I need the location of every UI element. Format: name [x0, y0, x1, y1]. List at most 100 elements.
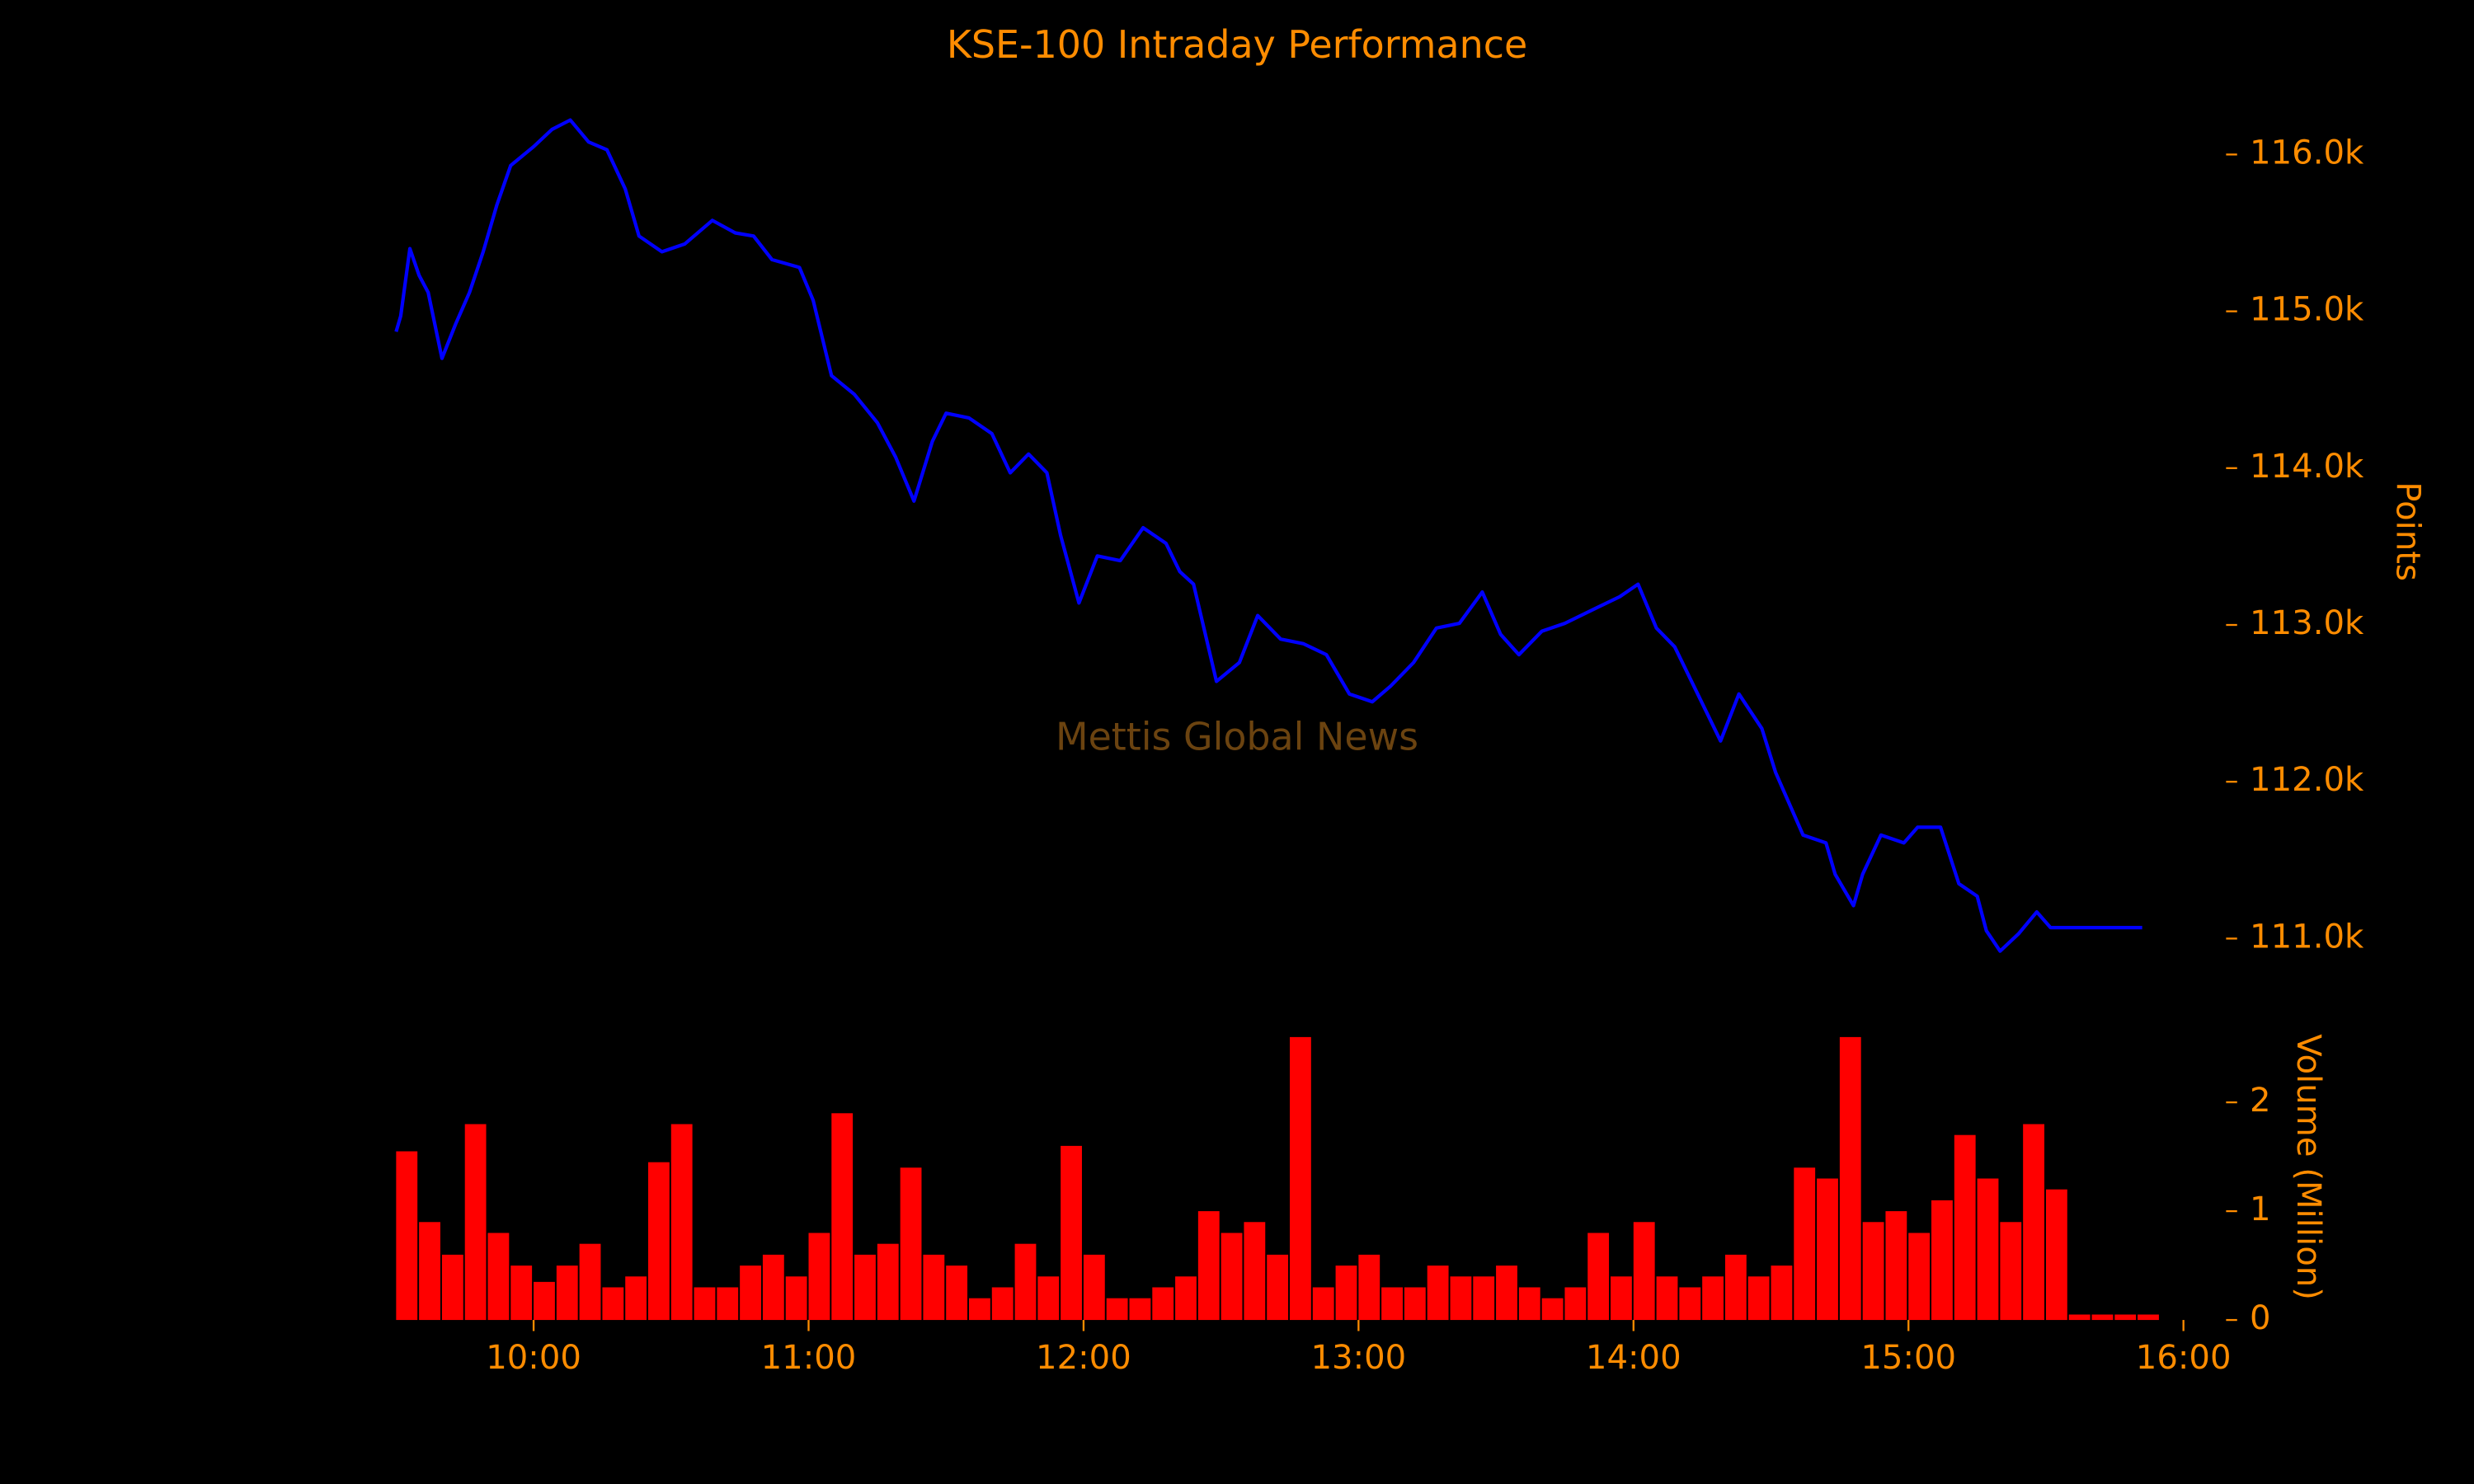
- volume-bar: [2045, 1189, 2067, 1321]
- volume-bar: [1267, 1254, 1289, 1321]
- y-tick-label: 116.0k: [2250, 134, 2364, 171]
- volume-bar: [854, 1254, 876, 1321]
- volume-bar: [831, 1113, 854, 1321]
- volume-bar: [1427, 1266, 1449, 1321]
- volume-bar: [1587, 1233, 1610, 1321]
- volume-bar: [877, 1243, 899, 1321]
- y-tick-label: 1: [2250, 1190, 2271, 1228]
- y-tick-label: 111.0k: [2250, 918, 2364, 956]
- y-tick-label: 113.0k: [2250, 604, 2364, 642]
- volume-bar: [670, 1124, 693, 1321]
- volume-bar: [1197, 1211, 1220, 1321]
- volume-bar: [579, 1243, 601, 1321]
- volume-bar: [1724, 1254, 1747, 1321]
- y-tick-label: 114.0k: [2250, 448, 2364, 486]
- volume-bar: [1312, 1287, 1334, 1321]
- volume-bar: [534, 1281, 555, 1321]
- volume-bar: [900, 1167, 922, 1321]
- y-tick-label: 0: [2250, 1299, 2271, 1337]
- y-axis-label: Points: [2388, 481, 2426, 581]
- volume-bar: [1611, 1276, 1632, 1321]
- volume-bar: [396, 1151, 418, 1321]
- x-tick-label: 10:00: [486, 1339, 581, 1377]
- volume-bar: [1541, 1298, 1564, 1321]
- volume-bar: [1656, 1276, 1678, 1321]
- x-tick-label: 13:00: [1311, 1339, 1407, 1377]
- volume-bar: [1771, 1266, 1793, 1321]
- volume-bar: [946, 1266, 968, 1321]
- volume-bar: [1931, 1200, 1953, 1321]
- volume-bar: [1244, 1222, 1266, 1321]
- y-tick-label: 115.0k: [2250, 291, 2364, 329]
- volume-bar: [1885, 1211, 1907, 1321]
- volume-bar: [1129, 1298, 1151, 1321]
- volume-bar: [1977, 1178, 1999, 1321]
- volume-bar: [1106, 1298, 1128, 1321]
- volume-bar: [1747, 1276, 1770, 1321]
- volume-bar: [717, 1287, 739, 1321]
- volume-bar: [1862, 1222, 1884, 1321]
- watermark: Mettis Global News: [1056, 715, 1418, 759]
- volume-bar: [1564, 1287, 1587, 1321]
- volume-bar: [1381, 1287, 1403, 1321]
- volume-bar: [556, 1266, 578, 1321]
- volume-bar: [510, 1266, 533, 1321]
- volume-bar: [1061, 1145, 1082, 1321]
- volume-bar: [464, 1124, 487, 1321]
- volume-bar: [441, 1254, 463, 1321]
- volume-bar: [785, 1276, 807, 1321]
- volume-bar: [1518, 1287, 1540, 1321]
- volume-bar: [1839, 1036, 1861, 1321]
- volume-bar: [762, 1254, 784, 1321]
- x-tick-label: 12:00: [1036, 1339, 1131, 1377]
- index-line: [394, 118, 2142, 953]
- volume-bar: [969, 1298, 990, 1321]
- x-tick-label: 14:00: [1586, 1339, 1681, 1377]
- volume-bar: [1152, 1287, 1174, 1321]
- volume-bar: [2000, 1222, 2022, 1321]
- volume-bar: [1817, 1178, 1838, 1321]
- volume-bar: [648, 1162, 670, 1321]
- volume-bar: [1358, 1254, 1380, 1321]
- x-tick-label: 16:00: [2136, 1339, 2232, 1377]
- volume-bar: [1908, 1233, 1931, 1321]
- volume-bar: [1473, 1276, 1495, 1321]
- volume-bar: [1290, 1036, 1311, 1321]
- volume-bar: [487, 1233, 510, 1321]
- volume-bar: [1794, 1167, 1816, 1321]
- volume-bar: [1679, 1287, 1701, 1321]
- volume-bar: [740, 1266, 761, 1321]
- volume-bar: [1450, 1276, 1472, 1321]
- volume-bar: [2091, 1314, 2114, 1321]
- volume-bar: [1335, 1266, 1357, 1321]
- volume-bar: [1954, 1134, 1976, 1321]
- x-tick-label: 15:00: [1860, 1339, 1956, 1377]
- y-tick-label: 112.0k: [2250, 761, 2364, 799]
- y-axis-label: Volume (Million): [2289, 1034, 2327, 1300]
- x-tick-label: 11:00: [761, 1339, 857, 1377]
- y-tick-label: 2: [2250, 1082, 2271, 1120]
- volume-bar: [2023, 1124, 2044, 1321]
- volume-bar: [1014, 1243, 1037, 1321]
- volume-bar: [1404, 1287, 1426, 1321]
- volume-bar: [1221, 1233, 1243, 1321]
- volume-bar: [419, 1222, 440, 1321]
- volume-bar: [808, 1233, 830, 1321]
- volume-bar: [1496, 1266, 1517, 1321]
- volume-bar: [602, 1287, 624, 1321]
- volume-bar: [1037, 1276, 1060, 1321]
- volume-bar: [1083, 1254, 1105, 1321]
- volume-bar: [1175, 1276, 1197, 1321]
- chart-title: KSE-100 Intraday Performance: [947, 22, 1527, 67]
- volume-bar: [694, 1287, 716, 1321]
- volume-bar: [1633, 1222, 1655, 1321]
- volume-bar: [991, 1287, 1014, 1321]
- volume-bar: [625, 1276, 647, 1321]
- volume-bar: [2068, 1314, 2091, 1321]
- volume-bar: [923, 1254, 945, 1321]
- volume-bar: [1702, 1276, 1724, 1321]
- volume-bar: [2138, 1314, 2159, 1321]
- volume-bar: [2114, 1314, 2137, 1321]
